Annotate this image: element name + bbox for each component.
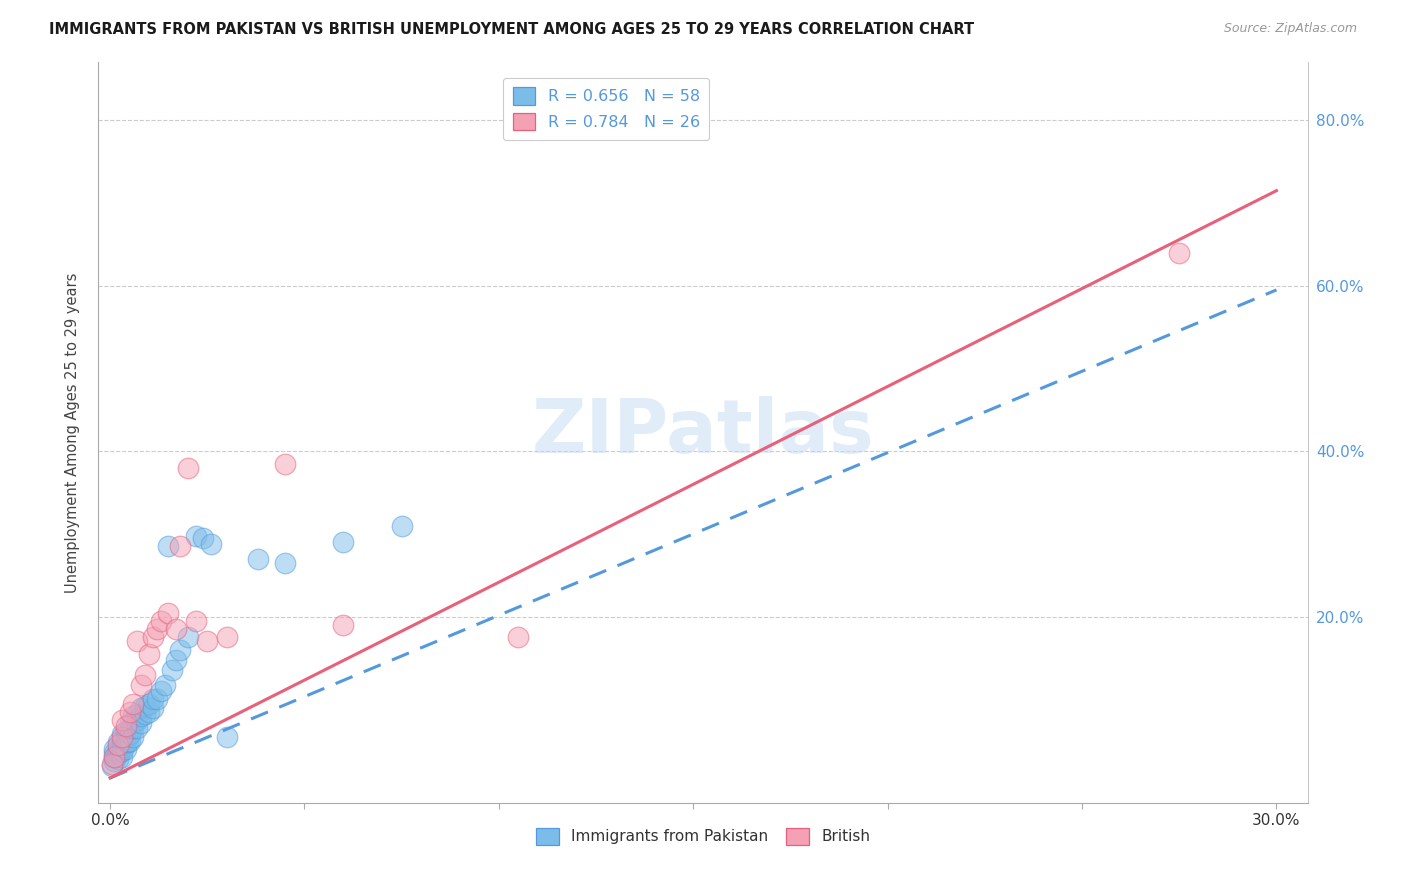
Point bbox=[149, 684, 172, 698]
Point bbox=[134, 698, 156, 713]
Point bbox=[193, 531, 215, 545]
Point bbox=[1168, 245, 1191, 260]
Point bbox=[165, 622, 187, 636]
Point bbox=[107, 752, 129, 766]
Point bbox=[215, 730, 238, 744]
Point bbox=[184, 614, 207, 628]
Point bbox=[104, 750, 127, 764]
Point bbox=[129, 700, 152, 714]
Point bbox=[118, 733, 141, 747]
Point bbox=[145, 622, 167, 636]
Point bbox=[114, 719, 136, 733]
Point bbox=[103, 750, 125, 764]
Point bbox=[134, 667, 156, 681]
Point bbox=[142, 631, 165, 645]
Point bbox=[129, 677, 152, 691]
Point bbox=[111, 727, 134, 741]
Point bbox=[114, 742, 136, 756]
Point bbox=[157, 606, 180, 620]
Point bbox=[142, 692, 165, 706]
Point bbox=[118, 715, 141, 730]
Point bbox=[107, 735, 129, 749]
Point bbox=[103, 742, 125, 756]
Point bbox=[332, 618, 354, 632]
Point bbox=[122, 722, 145, 736]
Point bbox=[138, 705, 160, 719]
Point bbox=[332, 535, 354, 549]
Point bbox=[111, 713, 134, 727]
Point bbox=[134, 707, 156, 722]
Point bbox=[111, 738, 134, 752]
Point bbox=[165, 653, 187, 667]
Point bbox=[111, 744, 134, 758]
Point bbox=[114, 723, 136, 738]
Point bbox=[127, 634, 149, 648]
Point bbox=[274, 556, 297, 570]
Point bbox=[169, 540, 191, 554]
Point bbox=[162, 664, 184, 678]
Legend: Immigrants from Pakistan, British: Immigrants from Pakistan, British bbox=[530, 822, 876, 851]
Point bbox=[122, 715, 145, 730]
Text: Source: ZipAtlas.com: Source: ZipAtlas.com bbox=[1223, 22, 1357, 36]
Point bbox=[508, 631, 530, 645]
Point bbox=[122, 709, 145, 723]
Point bbox=[129, 715, 152, 730]
Point bbox=[153, 677, 176, 691]
Point bbox=[177, 631, 200, 645]
Point bbox=[129, 709, 152, 723]
Point bbox=[108, 744, 131, 758]
Point bbox=[114, 730, 136, 744]
Point bbox=[107, 742, 129, 756]
Point bbox=[107, 746, 129, 760]
Point bbox=[274, 457, 297, 471]
Point bbox=[118, 705, 141, 719]
Point bbox=[122, 730, 145, 744]
Point bbox=[111, 730, 134, 744]
Point bbox=[391, 518, 413, 533]
Point bbox=[195, 634, 218, 648]
Point bbox=[112, 740, 135, 755]
Point bbox=[114, 735, 136, 749]
Point bbox=[246, 551, 269, 566]
Point bbox=[111, 733, 134, 747]
Point bbox=[145, 692, 167, 706]
Y-axis label: Unemployment Among Ages 25 to 29 years: Unemployment Among Ages 25 to 29 years bbox=[65, 272, 80, 593]
Text: ZIPatlas: ZIPatlas bbox=[531, 396, 875, 469]
Point bbox=[127, 707, 149, 722]
Text: IMMIGRANTS FROM PAKISTAN VS BRITISH UNEMPLOYMENT AMONG AGES 25 TO 29 YEARS CORRE: IMMIGRANTS FROM PAKISTAN VS BRITISH UNEM… bbox=[49, 22, 974, 37]
Point bbox=[157, 540, 180, 554]
Point bbox=[138, 697, 160, 711]
Point bbox=[103, 750, 125, 764]
Point bbox=[118, 727, 141, 741]
Point bbox=[101, 756, 124, 771]
Point bbox=[107, 738, 129, 752]
Point bbox=[215, 631, 238, 645]
Point bbox=[117, 735, 139, 749]
Point bbox=[127, 722, 149, 736]
Point bbox=[118, 722, 141, 736]
Point bbox=[177, 460, 200, 475]
Point bbox=[184, 528, 207, 542]
Point bbox=[111, 750, 134, 764]
Point bbox=[169, 642, 191, 657]
Point bbox=[103, 746, 125, 760]
Point bbox=[149, 614, 172, 628]
Point bbox=[138, 647, 160, 661]
Point bbox=[101, 758, 124, 772]
Point bbox=[142, 700, 165, 714]
Point bbox=[103, 755, 125, 769]
Point bbox=[200, 537, 222, 551]
Point bbox=[122, 697, 145, 711]
Point bbox=[127, 713, 149, 727]
